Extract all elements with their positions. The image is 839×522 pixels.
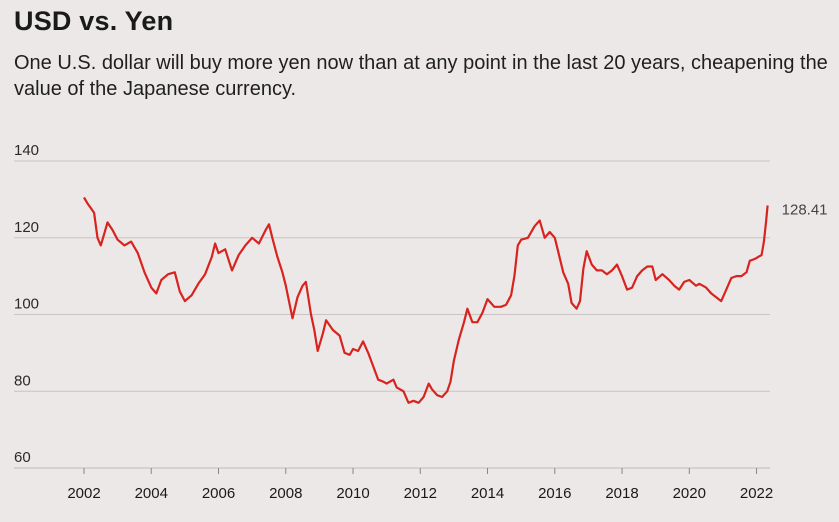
x-tick-label: 2006 [202, 485, 235, 502]
x-tick-label: 2018 [605, 485, 638, 502]
x-tick-label: 2008 [269, 485, 302, 502]
last-value-label: 128.41 [782, 201, 828, 218]
chart-subtitle: One U.S. dollar will buy more yen now th… [14, 52, 828, 100]
series-line-usd-jpy [83, 196, 769, 404]
chart-title: USD vs. Yen [14, 6, 174, 36]
x-tick-label: 2014 [471, 485, 504, 502]
y-tick-label: 140 [14, 142, 39, 159]
x-tick-label: 2022 [740, 485, 773, 502]
y-tick-label: 60 [14, 449, 31, 466]
y-tick-label: 120 [14, 219, 39, 236]
y-tick-label: 100 [14, 296, 39, 313]
y-tick-label: 80 [14, 372, 31, 389]
x-tick-label: 2002 [67, 485, 100, 502]
x-tick-label: 2016 [538, 485, 571, 502]
x-tick-label: 2012 [404, 485, 437, 502]
x-tick-label: 2004 [135, 485, 168, 502]
x-tick-label: 2010 [336, 485, 369, 502]
x-tick-label: 2020 [673, 485, 706, 502]
